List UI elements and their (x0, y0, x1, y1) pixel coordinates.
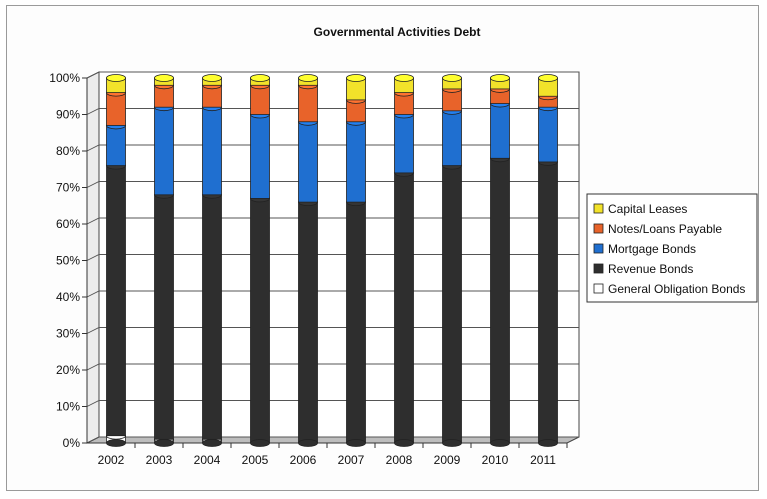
x-tick-label: 2011 (530, 453, 556, 467)
y-tick-label: 50% (56, 254, 80, 268)
y-tick-label: 0% (63, 436, 81, 450)
bar-segment (106, 165, 126, 437)
bar-segment (442, 165, 462, 444)
bar-segment (346, 201, 366, 444)
x-tick-label: 2010 (482, 453, 509, 467)
legend-box (586, 193, 758, 303)
y-tick-label: 30% (56, 327, 80, 341)
x-tick-label: 2005 (242, 453, 269, 467)
bar-base (202, 439, 222, 447)
bar-base (538, 439, 558, 447)
legend-swatch (593, 283, 604, 294)
x-tick-label: 2004 (194, 453, 221, 467)
bar-segment (394, 172, 414, 444)
gridline (86, 181, 579, 188)
bar-segment (250, 114, 270, 199)
legend-label: Mortgage Bonds (608, 242, 696, 256)
bar-segment (298, 201, 318, 444)
bar-segment-cap (394, 74, 414, 82)
bar-base (346, 439, 366, 447)
bar-segment (250, 198, 270, 444)
bar-segment (298, 84, 318, 123)
y-tick-label: 40% (56, 290, 80, 304)
bar-base (490, 439, 510, 447)
chart-title: Governmental Activities Debt (314, 25, 481, 39)
gridline (86, 400, 579, 407)
bar-segment-cap (442, 74, 462, 82)
legend: Capital Leases Notes/Loans Payable Mortgag… (586, 193, 758, 303)
y-tick-label: 10% (56, 400, 80, 414)
legend-label: General Obligation Bonds (608, 282, 745, 296)
bar-segment (490, 103, 510, 159)
x-tick-label: 2006 (290, 453, 317, 467)
bar-segment (442, 110, 462, 166)
gridline (86, 108, 579, 115)
gridline (86, 436, 579, 444)
bar-segment (538, 161, 558, 444)
legend-label: Capital Leases (608, 202, 687, 216)
chart-frame: Governmental Activities Debt 0% 10% 20% 30%… (6, 5, 759, 491)
bar-base (394, 439, 414, 447)
bar-base (154, 439, 174, 447)
bar-segment-cap (202, 74, 222, 82)
x-tick-label: 2009 (434, 453, 461, 467)
bar-segment (394, 114, 414, 174)
bar-segment-cap (538, 74, 558, 82)
y-tick-label: 100% (49, 71, 80, 85)
bar-segment-cap (154, 74, 174, 82)
bar-segment (250, 84, 270, 115)
bar-segment (346, 121, 366, 203)
bar-segment (538, 106, 558, 163)
bar-base (298, 439, 318, 447)
bar-segment (106, 125, 126, 166)
y-tick-label: 70% (56, 181, 80, 195)
bar-base (442, 439, 462, 447)
bar-segment (154, 194, 174, 440)
bar-segment-cap (106, 74, 126, 82)
bar-segment (490, 157, 510, 444)
bar-segment-cap (298, 74, 318, 82)
bar-segment (154, 106, 174, 196)
gridline (86, 363, 579, 371)
bar-segment (106, 92, 126, 126)
gridline (86, 290, 579, 298)
y-tick-label: 90% (56, 108, 80, 122)
y-tick-label: 20% (56, 363, 80, 377)
bar-segment-cap (250, 74, 270, 82)
stacked-bar-chart: Governmental Activities Debt 0% 10% 20% 30%… (49, 25, 758, 467)
gridline (86, 217, 579, 225)
bar-segment-cap (490, 74, 510, 82)
x-tick-label: 2007 (338, 453, 365, 467)
y-tick-label: 80% (56, 144, 80, 158)
x-tick-label: 2003 (146, 453, 173, 467)
bar-segment (202, 194, 222, 440)
bar-segment-cap (346, 74, 366, 82)
gridline (86, 327, 579, 334)
gridline (86, 144, 579, 152)
gridline (86, 71, 579, 79)
gridline (86, 254, 579, 261)
bar-segment (202, 106, 222, 196)
y-tick-label: 60% (56, 217, 80, 231)
x-tick-label: 2008 (386, 453, 413, 467)
bar-segment (298, 121, 318, 203)
bar-base (106, 439, 126, 447)
legend-swatch (593, 243, 604, 254)
legend-swatch (593, 223, 604, 234)
legend-label: Notes/Loans Payable (608, 222, 722, 236)
legend-swatch (593, 263, 604, 274)
bar-base (250, 439, 270, 447)
legend-label: Revenue Bonds (608, 262, 693, 276)
plot-area: 0% 10% 20% 30% 40% 50% 60% 70% 80% 90% 100% 2002 200… (49, 71, 580, 467)
legend-swatch (593, 203, 604, 214)
x-tick-label: 2002 (98, 453, 125, 467)
